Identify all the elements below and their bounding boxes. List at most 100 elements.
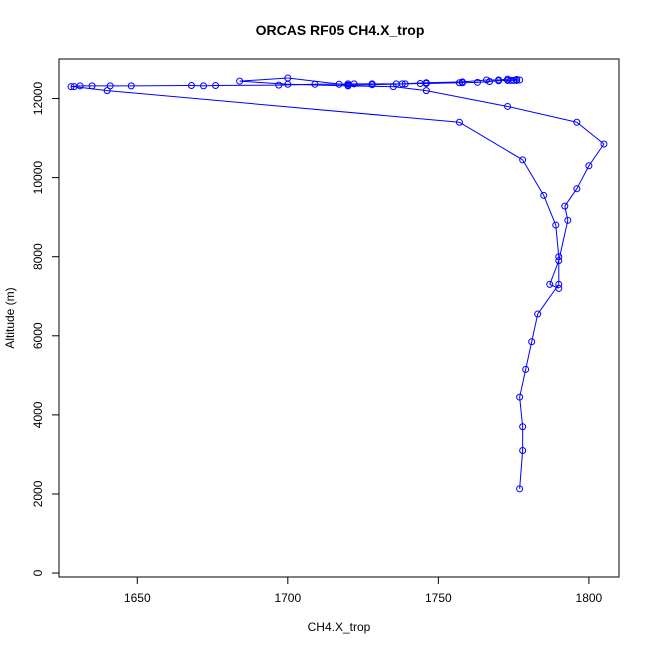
data-point — [344, 82, 352, 90]
data-point — [473, 78, 481, 86]
data-point — [522, 365, 530, 373]
chart-title: ORCAS RF05 CH4.X_trop — [256, 22, 425, 38]
x-tick-label: 1750 — [425, 591, 452, 605]
series-line-segment — [239, 80, 288, 85]
y-axis: 0 2000 4000 6000 8000 10000 12000 — [31, 82, 60, 576]
data-point — [573, 118, 581, 126]
data-point — [187, 81, 195, 89]
data-point — [127, 82, 135, 90]
series-line-segment — [402, 82, 427, 85]
data-point — [458, 78, 466, 86]
data-point — [573, 185, 581, 193]
data-point — [422, 87, 430, 95]
y-tick-label: 4000 — [31, 401, 45, 428]
series-line-segment — [287, 77, 349, 86]
data-point — [534, 310, 542, 318]
data-point — [504, 102, 512, 110]
series-line-segment — [576, 121, 605, 145]
series-line-segment — [372, 83, 403, 86]
data-point — [335, 80, 343, 88]
series-line-segment — [543, 195, 557, 226]
y-tick-label: 0 — [31, 569, 45, 576]
series-line-segment — [519, 450, 524, 489]
data-point — [519, 156, 527, 164]
x-tick-label: 1800 — [576, 591, 603, 605]
series-line-segment — [564, 188, 578, 207]
data-point — [528, 338, 536, 346]
data-point — [389, 83, 397, 91]
series-line-segment — [588, 143, 605, 167]
y-tick-label: 2000 — [31, 480, 45, 507]
data-point — [555, 280, 563, 288]
x-tick-label: 1700 — [274, 591, 301, 605]
y-tick-label: 10000 — [31, 161, 45, 195]
data-point — [516, 393, 524, 401]
series-line-segment — [537, 284, 560, 315]
data-point — [495, 76, 503, 84]
data-point — [422, 79, 430, 87]
data-point — [88, 82, 96, 90]
series-line-segment — [549, 260, 560, 285]
data-point — [504, 75, 512, 83]
data-point — [455, 79, 463, 87]
series-line-segment — [576, 165, 590, 189]
series-layer — [67, 74, 608, 493]
series-line-segment — [459, 121, 523, 161]
series-line-segment — [522, 159, 545, 196]
data-point — [564, 216, 572, 224]
series-line-segment — [564, 205, 569, 221]
data-point — [555, 257, 563, 265]
x-tick-label: 1650 — [124, 591, 151, 605]
data-point — [600, 140, 608, 148]
series-line-segment — [531, 313, 539, 342]
data-point — [67, 83, 75, 91]
data-point — [212, 81, 220, 89]
data-point — [76, 82, 84, 90]
series-line-segment — [525, 341, 533, 370]
series-line-segment — [426, 90, 508, 107]
data-point — [200, 82, 208, 90]
data-point — [401, 80, 409, 88]
y-axis-label: Altitude (m) — [3, 287, 17, 348]
series-line-segment — [507, 105, 577, 123]
series-line-segment — [70, 85, 81, 88]
data-point — [519, 446, 527, 454]
data-point — [284, 80, 292, 88]
y-tick-label: 12000 — [31, 82, 45, 116]
series-line-segment — [107, 90, 460, 123]
data-point — [546, 280, 554, 288]
series-line-segment — [519, 369, 527, 398]
data-point — [561, 202, 569, 210]
data-point — [106, 82, 114, 90]
data-point — [519, 423, 527, 431]
data-point — [555, 253, 563, 261]
data-point — [398, 80, 406, 88]
data-point — [311, 80, 319, 88]
data-point — [585, 162, 593, 170]
y-tick-label: 8000 — [31, 243, 45, 270]
data-point — [540, 191, 548, 199]
y-tick-label: 6000 — [31, 322, 45, 349]
data-point — [516, 485, 524, 493]
series-line-segment — [555, 225, 560, 257]
data-point — [555, 284, 563, 292]
data-point — [483, 76, 491, 84]
data-point — [552, 221, 560, 229]
data-point — [275, 81, 283, 89]
series-line-segment — [426, 82, 460, 85]
data-point — [516, 76, 524, 84]
series-line-segment — [549, 283, 559, 289]
series-line-segment — [498, 78, 508, 81]
series-line-segment — [477, 81, 490, 83]
x-axis: 1650 1700 1750 1800 — [124, 576, 603, 605]
data-point — [368, 81, 376, 89]
x-axis-label: CH4.X_trop — [308, 620, 371, 634]
series-line-segment — [519, 397, 524, 427]
series-line-segment — [239, 77, 288, 82]
data-point — [513, 76, 521, 84]
series-line-segment — [489, 80, 499, 83]
series-line-segment — [393, 86, 427, 92]
data-point — [455, 118, 463, 126]
